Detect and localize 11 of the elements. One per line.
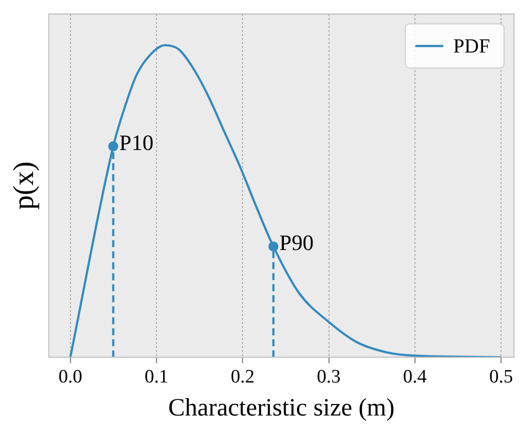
y-axis-title: p(x) bbox=[8, 161, 40, 210]
x-axis-title: Characteristic size (m) bbox=[168, 394, 395, 422]
annotation: P90 bbox=[279, 230, 314, 256]
x-tick-label: 0.1 bbox=[144, 366, 168, 388]
legend-label: PDF bbox=[453, 35, 490, 58]
x-tick-label: 0.3 bbox=[316, 366, 341, 388]
x-tick-label: 0.5 bbox=[489, 366, 513, 388]
annotation: P10 bbox=[119, 130, 154, 156]
x-tick-label: 0.4 bbox=[403, 366, 428, 388]
x-tick-label: 0.2 bbox=[230, 366, 255, 388]
x-tick-label: 0.0 bbox=[58, 366, 82, 388]
